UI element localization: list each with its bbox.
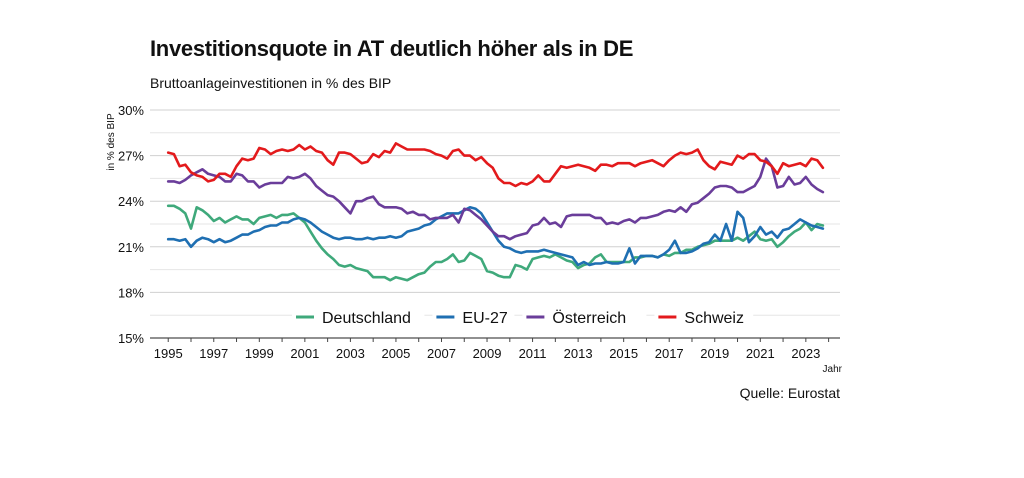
x-tick-label: 1999 bbox=[245, 346, 274, 361]
chart-subtitle: Bruttoanlageinvestitionen in % des BIP bbox=[150, 75, 392, 91]
legend-label: EU-27 bbox=[462, 310, 507, 327]
x-tick-label: 1997 bbox=[199, 346, 228, 361]
y-tick-label: 27% bbox=[118, 149, 144, 164]
legend-label: Deutschland bbox=[322, 310, 411, 327]
y-tick-label: 21% bbox=[118, 240, 144, 255]
x-tick-label: 2019 bbox=[700, 346, 729, 361]
source-note: Quelle: Eurostat bbox=[739, 385, 840, 401]
x-tick-label: 2013 bbox=[564, 346, 593, 361]
x-tick-label: 2015 bbox=[609, 346, 638, 361]
series-line--sterreich bbox=[166, 157, 825, 241]
legend-item-background bbox=[522, 305, 647, 327]
x-tick-label: 2005 bbox=[381, 346, 410, 361]
legend-item-background bbox=[654, 305, 754, 327]
y-tick-label: 24% bbox=[118, 194, 144, 209]
x-tick-label: 2007 bbox=[427, 346, 456, 361]
axes: 15% 18% 21% 24% 27% 30% 1995 1997 1999 2001 2003 20… bbox=[106, 103, 843, 375]
legend-item-background bbox=[432, 305, 515, 327]
x-tick-label: 2017 bbox=[655, 346, 684, 361]
x-tick-label: 2001 bbox=[290, 346, 319, 361]
x-tick-label: 2003 bbox=[336, 346, 365, 361]
y-axis-title: in % des BIP bbox=[106, 113, 117, 171]
x-tick-label: 2023 bbox=[791, 346, 820, 361]
legend-label: Schweiz bbox=[684, 310, 744, 327]
legend: Deutschland EU-27 Österreich Schweiz bbox=[292, 305, 754, 327]
legend-item-background bbox=[292, 305, 425, 327]
series-lines bbox=[166, 142, 825, 282]
chart-title: Investitionsquote in AT deutlich höher a… bbox=[150, 36, 634, 61]
y-tick-label: 18% bbox=[118, 285, 144, 300]
x-axis-title: Jahr bbox=[823, 364, 843, 375]
series-line-eu-27 bbox=[166, 206, 825, 267]
x-tick-label: 1995 bbox=[154, 346, 183, 361]
y-tick-label: 30% bbox=[118, 103, 144, 118]
x-tick-label: 2011 bbox=[519, 346, 547, 361]
x-tick-label: 2021 bbox=[746, 346, 775, 361]
x-tick-label: 2009 bbox=[473, 346, 502, 361]
series-line-deutschland bbox=[166, 204, 825, 282]
series-line-schweiz bbox=[166, 142, 825, 188]
y-tick-label: 15% bbox=[118, 331, 144, 346]
legend-label: Österreich bbox=[552, 309, 626, 327]
